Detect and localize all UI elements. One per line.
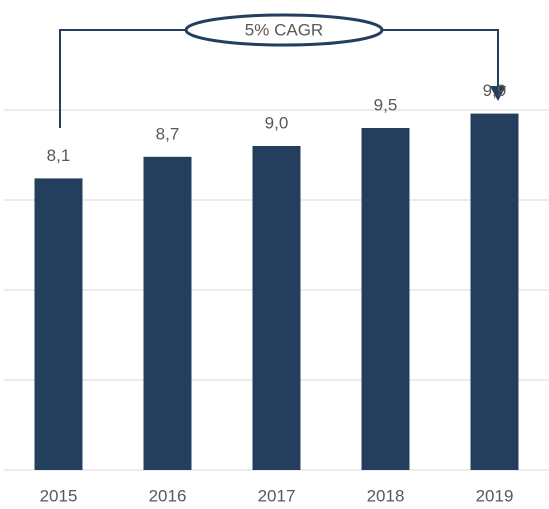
- annotation-bubble: [184, 13, 384, 47]
- bar: [143, 156, 192, 471]
- x-tick-label: 2016: [149, 486, 187, 505]
- x-tick-label: 2018: [367, 486, 405, 505]
- annotation-connector: [59, 29, 186, 128]
- annotation-text: 5% CAGR: [245, 20, 323, 39]
- bar: [252, 146, 301, 470]
- x-tick-label: 2015: [40, 486, 78, 505]
- annotation-connector: [382, 29, 499, 88]
- value-label: 8,7: [156, 124, 180, 143]
- bar: [34, 178, 83, 470]
- x-tick-label: 2017: [258, 486, 296, 505]
- annotation-arrowhead: [490, 86, 506, 101]
- bar: [470, 113, 519, 470]
- value-label: 9,9: [483, 81, 507, 100]
- value-label: 9,0: [265, 113, 289, 132]
- value-label: 9,5: [374, 95, 398, 114]
- x-tick-label: 2019: [476, 486, 514, 505]
- value-label: 8,1: [47, 146, 71, 165]
- bar: [361, 128, 410, 470]
